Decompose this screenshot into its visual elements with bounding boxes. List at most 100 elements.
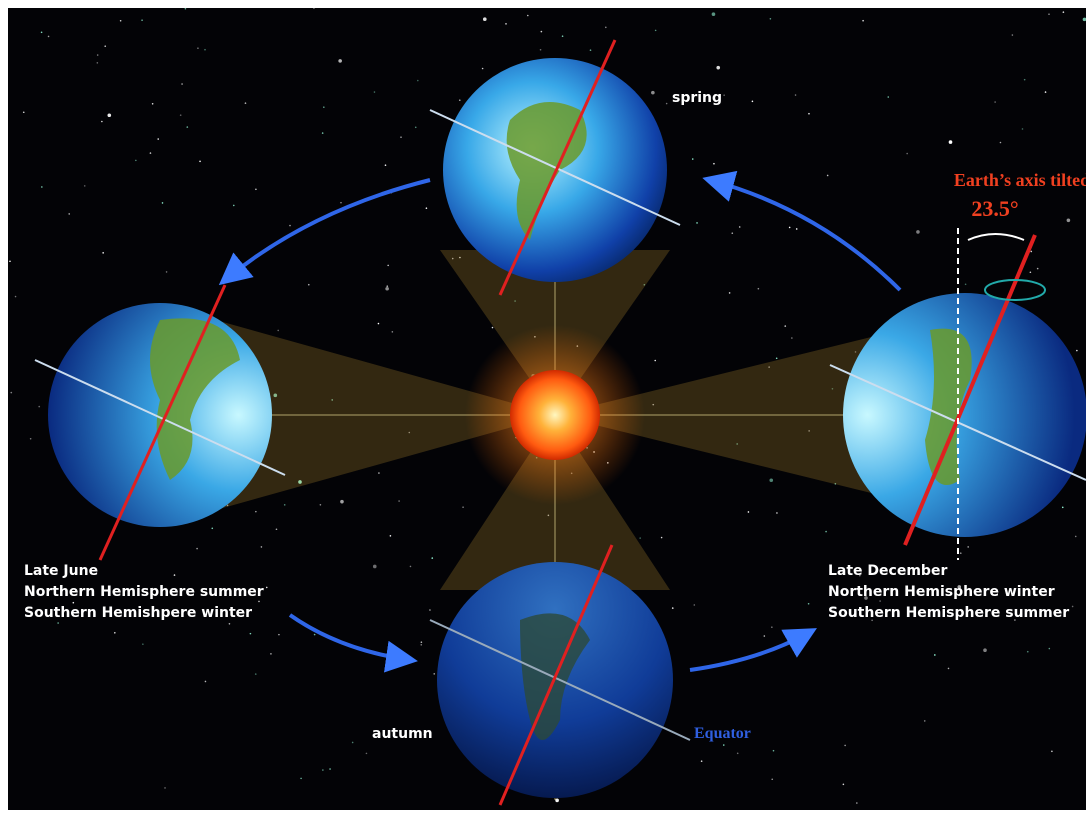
star xyxy=(947,667,950,670)
star xyxy=(142,643,144,645)
star xyxy=(340,201,342,204)
star xyxy=(1066,218,1071,223)
star xyxy=(149,152,152,154)
star xyxy=(389,535,392,537)
star xyxy=(1021,128,1024,130)
star xyxy=(834,482,837,485)
star xyxy=(738,226,741,228)
star xyxy=(1036,267,1039,270)
star xyxy=(398,500,400,502)
star xyxy=(1074,535,1077,538)
star xyxy=(751,100,754,103)
star xyxy=(107,113,112,118)
star xyxy=(491,326,494,329)
star xyxy=(14,295,17,298)
star xyxy=(723,94,725,96)
spring-label: spring xyxy=(672,90,722,106)
star xyxy=(151,587,154,590)
star xyxy=(769,478,774,483)
star xyxy=(164,787,166,789)
star xyxy=(716,65,721,70)
star xyxy=(808,112,810,115)
star xyxy=(771,626,773,628)
star xyxy=(173,574,176,576)
star xyxy=(1023,78,1026,81)
star xyxy=(38,405,41,408)
star xyxy=(1071,605,1074,608)
star xyxy=(372,564,377,569)
star xyxy=(400,136,402,138)
star xyxy=(907,606,910,609)
star xyxy=(772,749,775,752)
star xyxy=(1082,17,1086,22)
star xyxy=(693,604,696,606)
star xyxy=(547,514,550,517)
star xyxy=(429,609,431,611)
star xyxy=(948,140,953,144)
star xyxy=(10,391,13,394)
star xyxy=(864,596,868,600)
star xyxy=(844,744,846,747)
star xyxy=(47,35,50,38)
star xyxy=(999,141,1002,144)
star xyxy=(763,635,766,637)
star xyxy=(696,222,698,224)
star xyxy=(505,23,507,25)
star xyxy=(199,160,201,163)
star xyxy=(561,35,564,38)
star xyxy=(273,393,278,398)
star xyxy=(747,511,750,513)
star xyxy=(255,510,257,513)
star xyxy=(331,399,334,401)
star xyxy=(728,292,731,294)
star xyxy=(691,158,694,160)
star xyxy=(921,609,924,612)
star xyxy=(1076,349,1078,352)
star xyxy=(665,102,668,105)
star xyxy=(736,443,738,445)
star xyxy=(377,322,380,325)
star xyxy=(825,530,827,533)
star xyxy=(776,512,778,514)
star xyxy=(711,12,716,16)
star xyxy=(514,300,516,302)
scene-content: spring autumn Equator Earth’s axis tilte… xyxy=(8,8,1086,810)
star xyxy=(165,271,168,273)
star xyxy=(181,83,183,85)
star xyxy=(771,778,774,781)
star xyxy=(278,633,280,636)
december-title: Late December xyxy=(828,563,947,579)
star xyxy=(731,232,734,235)
star xyxy=(391,331,394,333)
star xyxy=(604,26,607,29)
star xyxy=(384,164,387,167)
star xyxy=(298,480,302,484)
star xyxy=(1062,11,1065,13)
star xyxy=(114,631,116,634)
star xyxy=(157,138,160,140)
december-line: Southern Hemisphere summer xyxy=(828,605,1069,621)
star xyxy=(654,29,657,32)
star xyxy=(57,622,59,624)
star xyxy=(983,648,987,653)
star xyxy=(555,798,559,803)
star xyxy=(386,285,389,287)
star xyxy=(923,720,926,722)
sun xyxy=(510,370,600,460)
star xyxy=(1026,650,1029,653)
star xyxy=(340,499,344,504)
star xyxy=(387,264,389,267)
star xyxy=(994,101,996,103)
star xyxy=(104,45,107,48)
star xyxy=(228,622,231,625)
star xyxy=(96,54,99,56)
star xyxy=(795,228,798,230)
star xyxy=(161,202,164,204)
star xyxy=(96,62,99,64)
star xyxy=(319,503,322,506)
star xyxy=(807,602,810,605)
star xyxy=(141,19,143,22)
orbit-arrows xyxy=(218,170,902,673)
star xyxy=(433,673,436,675)
